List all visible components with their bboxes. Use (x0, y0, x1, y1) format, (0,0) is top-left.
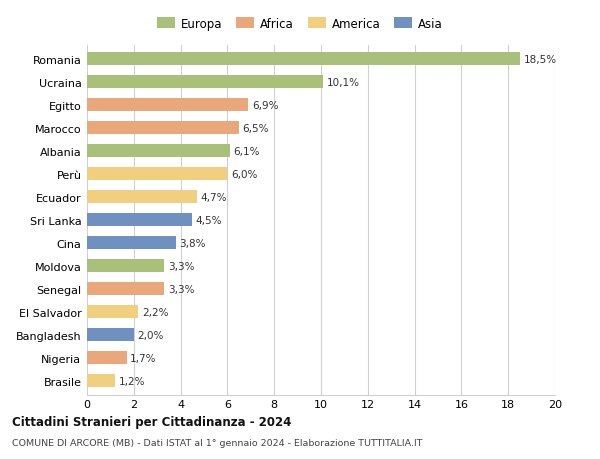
Text: 3,8%: 3,8% (179, 238, 206, 248)
Bar (87, 145, 230, 158)
Text: Cittadini Stranieri per Cittadinanza - 2024: Cittadini Stranieri per Cittadinanza - 2… (12, 415, 292, 428)
Bar (87, 99, 248, 112)
Bar (87, 191, 197, 204)
Text: 6,0%: 6,0% (231, 169, 257, 179)
Text: 4,7%: 4,7% (200, 192, 227, 202)
Bar (87, 260, 164, 273)
Bar (87, 237, 176, 250)
Bar (87, 168, 227, 181)
Text: 10,1%: 10,1% (327, 78, 360, 88)
Bar (87, 329, 134, 341)
Legend: Europa, Africa, America, Asia: Europa, Africa, America, Asia (152, 13, 448, 35)
Bar (87, 306, 139, 319)
Bar (87, 76, 323, 89)
Text: 1,7%: 1,7% (130, 353, 157, 363)
Bar (87, 122, 239, 135)
Text: COMUNE DI ARCORE (MB) - Dati ISTAT al 1° gennaio 2024 - Elaborazione TUTTITALIA.: COMUNE DI ARCORE (MB) - Dati ISTAT al 1°… (12, 438, 422, 448)
Text: 1,2%: 1,2% (119, 376, 145, 386)
Text: 6,1%: 6,1% (233, 146, 260, 157)
Text: 2,2%: 2,2% (142, 307, 169, 317)
Text: 2,0%: 2,0% (137, 330, 164, 340)
Bar (87, 375, 115, 387)
Text: 18,5%: 18,5% (523, 55, 557, 65)
Bar (87, 283, 164, 296)
Text: 6,5%: 6,5% (242, 123, 269, 134)
Bar (87, 214, 193, 227)
Bar (87, 352, 127, 364)
Text: 3,3%: 3,3% (168, 284, 194, 294)
Text: 3,3%: 3,3% (168, 261, 194, 271)
Text: 4,5%: 4,5% (196, 215, 223, 225)
Bar (87, 53, 520, 66)
Text: 6,9%: 6,9% (252, 101, 278, 111)
